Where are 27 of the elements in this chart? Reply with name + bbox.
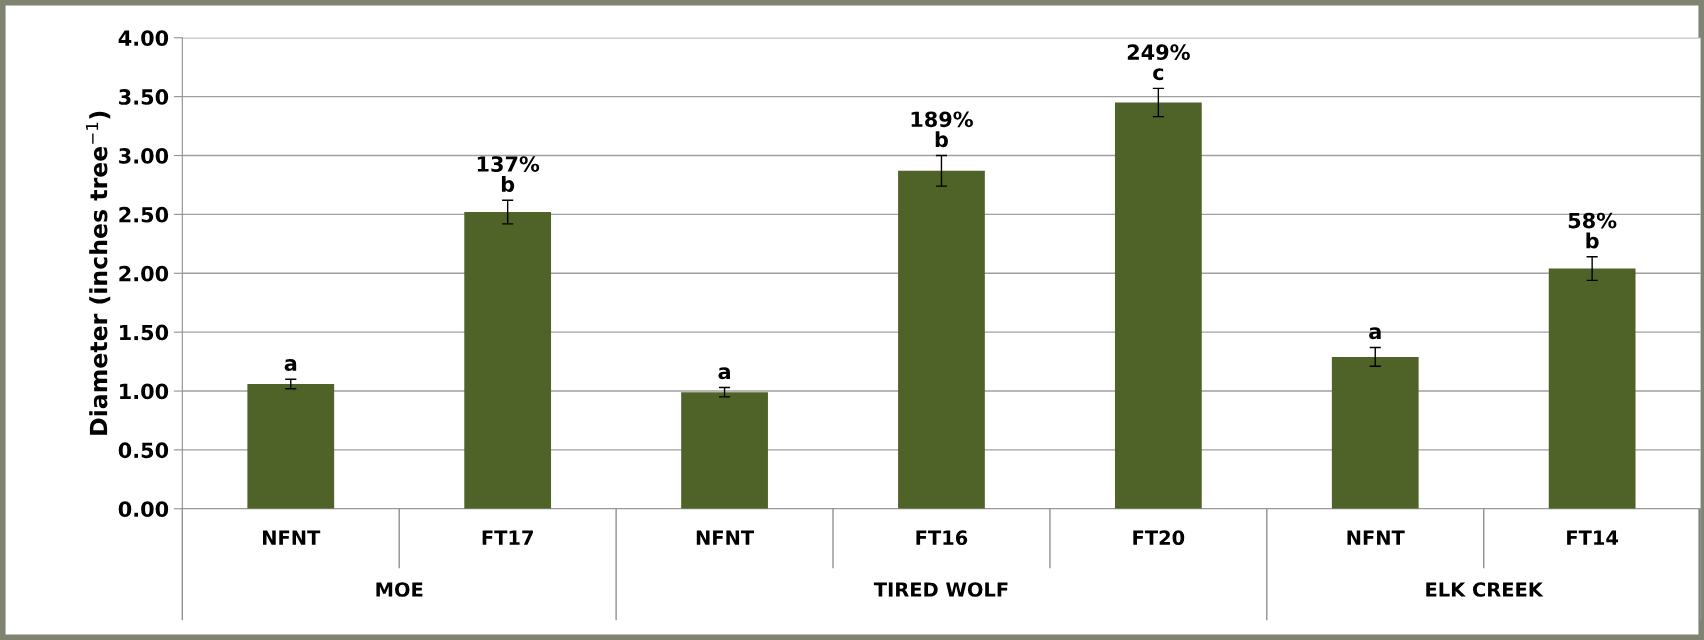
y-tick-label: 2.00 xyxy=(119,265,169,282)
y-tick-label: 3.00 xyxy=(119,147,169,164)
annotation: 58% b xyxy=(1568,212,1617,249)
x-tick-label: FT14 xyxy=(1567,530,1619,545)
y-tick-label: 0.00 xyxy=(118,501,169,518)
y-tick-label: 1.50 xyxy=(120,324,169,341)
annotation: a xyxy=(284,359,297,372)
y-axis-title: Diameter (inches tree$^{−1}$) xyxy=(86,111,111,435)
x-tick-label: NFNT xyxy=(696,530,755,545)
annotation: 137% b xyxy=(477,156,540,193)
x-tick-label: NFNT xyxy=(263,530,321,545)
x-tick-label: FT20 xyxy=(1133,530,1185,546)
x-tick-label: FT16 xyxy=(916,530,968,546)
text: ELK CREEK xyxy=(1426,582,1544,597)
annotation: a xyxy=(1369,327,1381,340)
text: TIRED WOLF xyxy=(873,582,1008,597)
annotation: 249% c xyxy=(1127,44,1190,81)
annotation: a xyxy=(718,367,730,380)
text: MOE xyxy=(376,582,423,597)
annotation: 189% b xyxy=(911,111,973,148)
y-tick-label: 2.50 xyxy=(119,206,169,223)
x-tick-label: FT17 xyxy=(482,530,533,545)
y-tick-label: 3.50 xyxy=(119,89,169,105)
y-tick-label: 0.50 xyxy=(118,442,169,459)
y-tick-label: 4.00 xyxy=(118,30,169,46)
y-tick-label: 1.00 xyxy=(120,383,169,400)
x-tick-label: NFNT xyxy=(1347,530,1405,545)
